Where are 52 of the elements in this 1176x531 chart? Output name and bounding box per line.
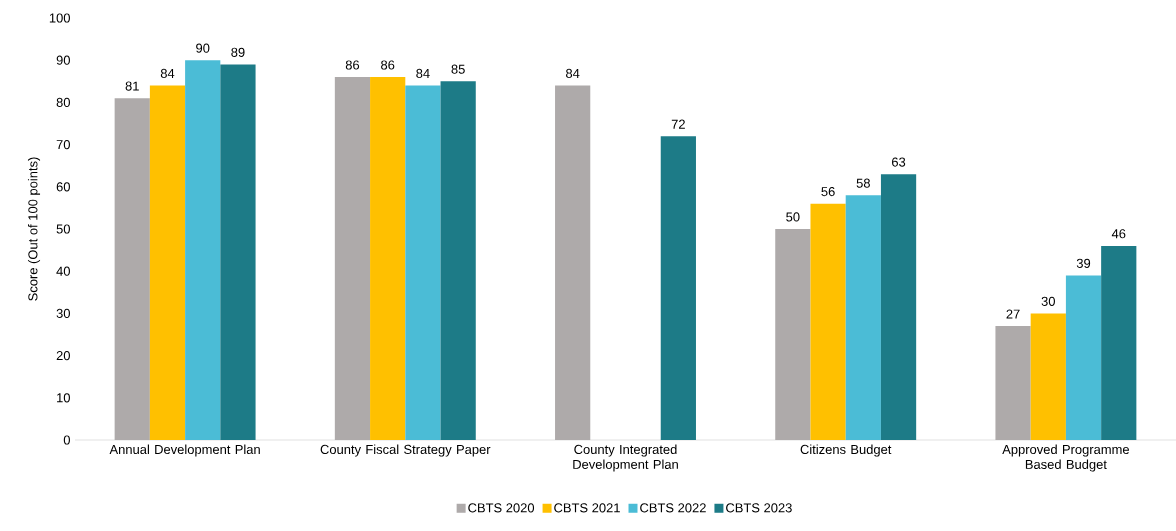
y-tick-label: 0 bbox=[63, 435, 70, 445]
x-tick-label: County Integrated Development Plan bbox=[573, 444, 678, 472]
data-label: 84 bbox=[566, 68, 580, 79]
legend-label: CBTS 2023 bbox=[726, 503, 792, 513]
bar bbox=[1065, 275, 1102, 440]
bar bbox=[660, 136, 696, 440]
y-tick-label: 80 bbox=[56, 97, 70, 107]
y-tick-label: 10 bbox=[57, 393, 70, 403]
y-axis-title: Score (Out of 100 points) bbox=[27, 157, 41, 301]
legend-label: CBTS 2020 bbox=[468, 503, 535, 513]
y-tick-label: 70 bbox=[56, 140, 70, 150]
data-label: 84 bbox=[416, 68, 430, 79]
y-tick-label: 20 bbox=[56, 351, 70, 361]
y-tick-label: 90 bbox=[56, 55, 70, 65]
x-tick-label: Approved Programme Based Budget bbox=[1002, 444, 1130, 472]
bar bbox=[1030, 313, 1066, 440]
y-tick-label: 30 bbox=[56, 308, 70, 318]
data-label: 81 bbox=[125, 81, 139, 91]
data-label: 85 bbox=[451, 64, 465, 74]
bar bbox=[220, 64, 256, 440]
y-tick-label: 50 bbox=[56, 224, 70, 234]
legend-label: CBTS 2021 bbox=[554, 503, 620, 513]
bar bbox=[880, 174, 917, 440]
data-label: 72 bbox=[671, 119, 685, 129]
bar bbox=[405, 85, 441, 440]
data-label: 89 bbox=[231, 47, 245, 57]
data-label: 84 bbox=[160, 68, 175, 79]
data-label: 27 bbox=[1006, 309, 1020, 319]
data-label: 86 bbox=[345, 60, 360, 70]
bar bbox=[185, 60, 221, 440]
bar bbox=[149, 85, 186, 440]
bar bbox=[845, 195, 881, 440]
data-label: 90 bbox=[196, 43, 210, 53]
x-tick-label: Annual Development Plan bbox=[109, 444, 260, 457]
bar bbox=[440, 81, 476, 440]
data-label: 56 bbox=[821, 187, 835, 197]
y-tick-label: 60 bbox=[56, 182, 70, 192]
data-label: 30 bbox=[1041, 296, 1055, 306]
data-label: 39 bbox=[1076, 258, 1091, 268]
data-label: 46 bbox=[1111, 229, 1126, 239]
bar bbox=[810, 203, 846, 440]
data-label: 58 bbox=[856, 178, 870, 188]
y-tick-label: 40 bbox=[56, 266, 70, 276]
bar bbox=[1101, 245, 1137, 440]
bar bbox=[370, 77, 406, 440]
x-tick-label: Citizens Budget bbox=[800, 444, 892, 457]
data-label: 86 bbox=[381, 60, 395, 70]
y-tick-label: 100 bbox=[49, 13, 70, 23]
data-label: 50 bbox=[786, 212, 800, 222]
x-tick-label: County Fiscal Strategy Paper bbox=[320, 444, 491, 457]
legend-label: CBTS 2022 bbox=[640, 503, 706, 513]
data-label: 63 bbox=[892, 157, 906, 167]
